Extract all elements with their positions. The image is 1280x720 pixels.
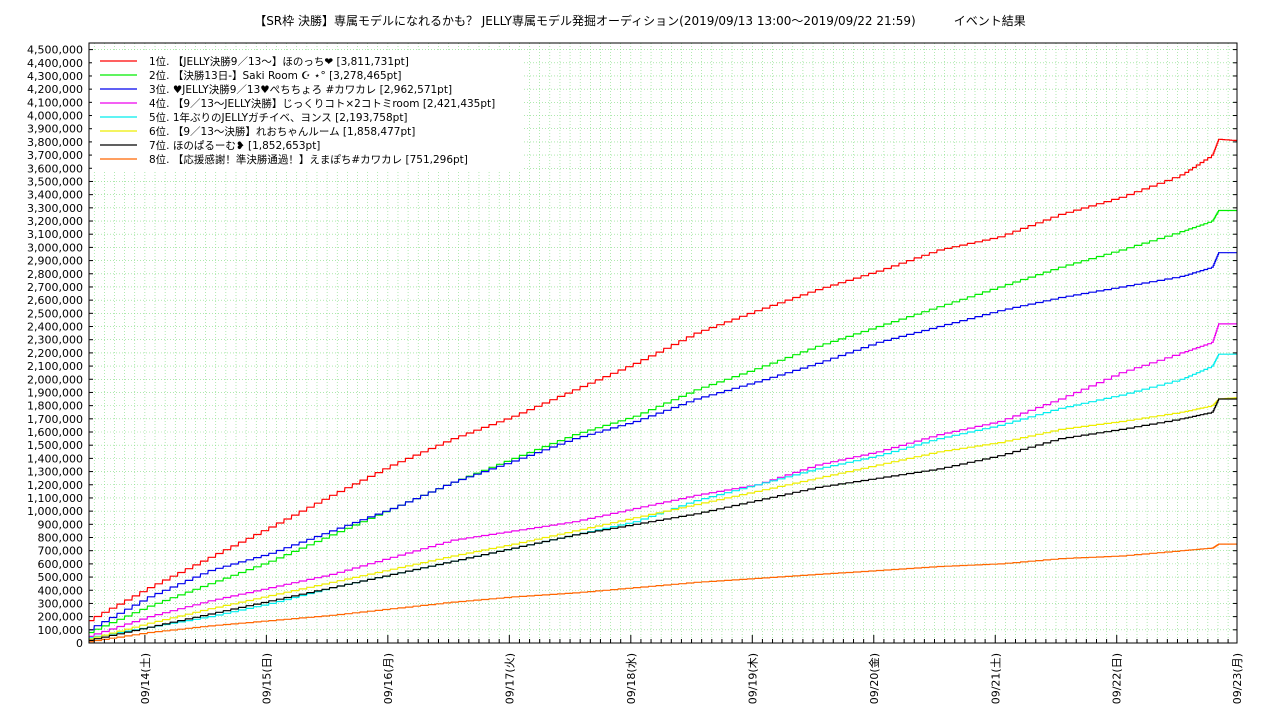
series-line-8 xyxy=(89,543,1237,643)
series-line-2 xyxy=(89,209,1237,634)
x-tick-label: 09/18(水) xyxy=(625,653,638,704)
y-tick-label: 4,100,000 xyxy=(27,96,83,109)
y-tick-label: 2,100,000 xyxy=(27,360,83,373)
series-line-4 xyxy=(89,323,1237,637)
legend-entry-3: 3位. ♥JELLY決勝9／13♥ぺちちょろ #カワカレ [2,962,571p… xyxy=(149,83,452,96)
x-tick-label: 09/15(日) xyxy=(260,653,273,704)
y-axis: 0100,000200,000300,000400,000500,000600,… xyxy=(27,44,1237,650)
x-tick-label: 09/20(金) xyxy=(867,653,881,704)
y-tick-label: 1,400,000 xyxy=(27,452,83,465)
y-tick-label: 1,100,000 xyxy=(27,492,83,505)
series-line-3 xyxy=(89,252,1237,631)
x-tick-label: 09/14(土) xyxy=(139,653,152,704)
legend-entry-4: 4位. 【9／13～JELLY決勝】じっくりコト×2コトミroom [2,421… xyxy=(149,97,495,110)
y-tick-label: 3,100,000 xyxy=(27,228,83,241)
y-tick-label: 3,500,000 xyxy=(27,175,83,188)
y-tick-label: 2,800,000 xyxy=(27,268,83,281)
grid xyxy=(89,43,1237,643)
series-line-7 xyxy=(89,398,1237,641)
legend-entry-6: 6位. 【9／13～決勝】れおちゃんルーム [1,858,477pt] xyxy=(149,125,415,138)
y-tick-label: 4,400,000 xyxy=(27,57,83,70)
y-tick-label: 4,500,000 xyxy=(27,44,83,57)
x-tick-label: 09/16(月) xyxy=(382,653,395,704)
y-tick-label: 100,000 xyxy=(38,624,84,637)
y-tick-label: 1,200,000 xyxy=(27,479,83,492)
y-tick-label: 1,500,000 xyxy=(27,439,83,452)
y-tick-label: 3,700,000 xyxy=(27,149,83,162)
y-tick-label: 1,800,000 xyxy=(27,400,83,413)
y-tick-label: 3,800,000 xyxy=(27,136,83,149)
y-tick-label: 3,900,000 xyxy=(27,123,83,136)
x-tick-label: 09/23(月) xyxy=(1231,653,1244,704)
y-tick-label: 3,300,000 xyxy=(27,202,83,215)
series-line-6 xyxy=(89,397,1237,640)
y-tick-label: 700,000 xyxy=(38,545,84,558)
x-tick-label: 09/22(日) xyxy=(1111,653,1124,704)
y-tick-label: 3,000,000 xyxy=(27,241,83,254)
legend-entry-5: 5位. 1年ぶりのJELLYガチイベ、ヨンス [2,193,758pt] xyxy=(149,111,408,124)
y-tick-label: 2,400,000 xyxy=(27,321,83,334)
y-tick-label: 2,300,000 xyxy=(27,334,83,347)
y-tick-label: 1,900,000 xyxy=(27,386,83,399)
series-line-5 xyxy=(89,353,1237,639)
series-line-1 xyxy=(89,138,1237,622)
series-lines xyxy=(89,138,1237,643)
legend-entry-2: 2位. 【決勝13日-】Saki Room ☪︎ ⋆° [3,278,465pt… xyxy=(149,69,402,82)
legend-entry-8: 8位. 【応援感謝！準決勝通過！】えまぽち#カワカレ [751,296pt] xyxy=(149,153,468,166)
chart-title: 【SR枠 決勝】専属モデルになれるかも？ JELLY専属モデル発掘オーディション… xyxy=(254,14,1026,28)
y-tick-label: 3,600,000 xyxy=(27,162,83,175)
x-axis: 09/14(土) 09/15(日) 09/16(月) 09/17(火) 09/18(水)… xyxy=(93,635,1244,704)
y-tick-label: 1,000,000 xyxy=(27,505,83,518)
y-tick-label: 1,700,000 xyxy=(27,413,83,426)
y-tick-label: 3,400,000 xyxy=(27,189,83,202)
x-tick-label: 09/21(土) xyxy=(989,653,1002,704)
y-tick-label: 500,000 xyxy=(38,571,84,584)
y-tick-label: 800,000 xyxy=(38,532,84,545)
x-tick-label: 09/17(火) xyxy=(503,653,516,704)
legend-entry-7: 7位. ほのぱるーむ❥ [1,852,653pt] xyxy=(149,139,320,152)
y-tick-label: 2,500,000 xyxy=(27,307,83,320)
y-tick-label: 1,300,000 xyxy=(27,466,83,479)
y-tick-label: 4,300,000 xyxy=(27,70,83,83)
legend: 1位. 【JELLY決勝9／13～】ほのっち❤ [3,811,731pt]2位.… xyxy=(92,52,522,170)
y-tick-label: 2,700,000 xyxy=(27,281,83,294)
legend-entry-1: 1位. 【JELLY決勝9／13～】ほのっち❤ [3,811,731pt] xyxy=(149,55,409,68)
y-tick-label: 900,000 xyxy=(38,518,84,531)
y-tick-label: 4,000,000 xyxy=(27,110,83,123)
plot-frame xyxy=(88,42,1238,644)
y-tick-label: 1,600,000 xyxy=(27,426,83,439)
y-tick-label: 2,900,000 xyxy=(27,255,83,268)
y-tick-label: 4,200,000 xyxy=(27,83,83,96)
y-tick-label: 400,000 xyxy=(38,584,84,597)
y-tick-label: 2,600,000 xyxy=(27,294,83,307)
legend-background xyxy=(92,52,522,170)
y-tick-label: 2,200,000 xyxy=(27,347,83,360)
y-tick-label: 2,000,000 xyxy=(27,373,83,386)
y-tick-label: 600,000 xyxy=(38,558,84,571)
y-tick-label: 0 xyxy=(76,637,83,650)
y-tick-label: 200,000 xyxy=(38,611,84,624)
y-tick-label: 300,000 xyxy=(38,597,84,610)
x-tick-label: 09/19(木) xyxy=(746,653,759,704)
y-tick-label: 3,200,000 xyxy=(27,215,83,228)
